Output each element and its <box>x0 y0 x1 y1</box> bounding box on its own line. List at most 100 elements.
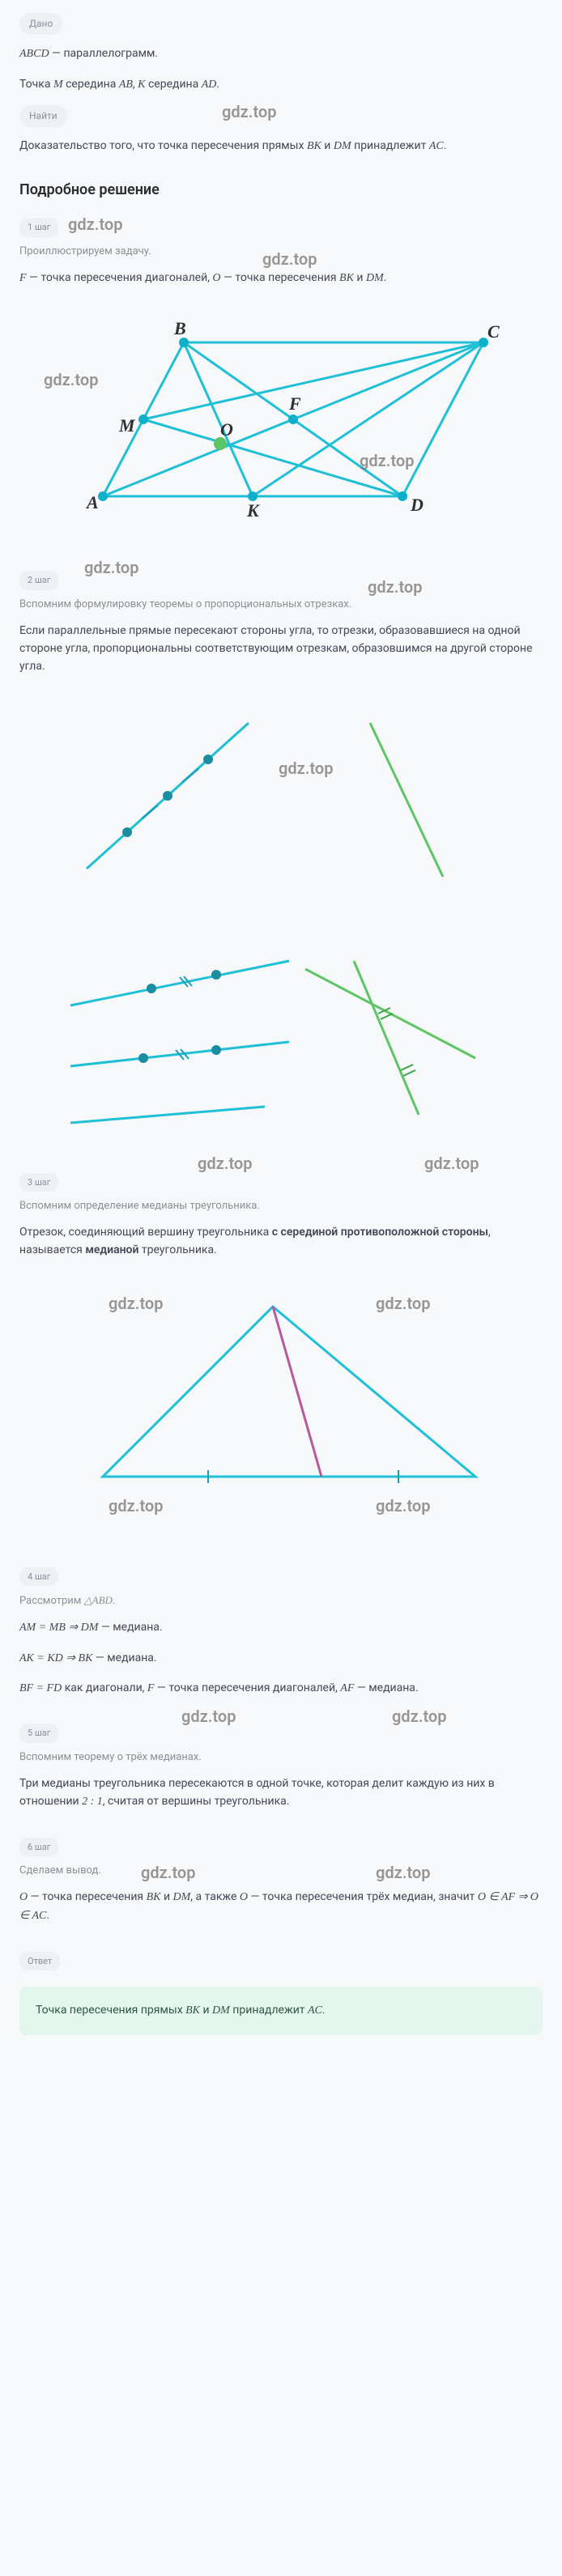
step-4-line-3: BF = FD как диагонали, F — точка пересеч… <box>19 1679 543 1698</box>
label-B: B <box>173 318 186 338</box>
text: , считая от вершины треугольника. <box>103 1795 290 1808</box>
math: O <box>240 1891 248 1903</box>
proportional-diagram-2 <box>19 920 543 1131</box>
math: DM <box>173 1891 191 1903</box>
text-bold: медианой <box>85 1243 138 1256</box>
text: . <box>384 271 387 284</box>
label-K: K <box>246 500 260 521</box>
math: BK <box>339 272 354 284</box>
text: Рассмотрим <box>19 1595 84 1607</box>
watermark: gdz.top <box>392 1703 446 1729</box>
step-6-badge: 6 шаг <box>19 1838 58 1857</box>
step-1-text: F — точка пересечения диагоналей, O — то… <box>19 269 543 287</box>
step-3-intro: Вспомним определение медианы треугольник… <box>19 1198 543 1215</box>
label-O: O <box>220 419 233 440</box>
find-text: Доказательство того, что точка пересечен… <box>19 137 543 155</box>
text: . <box>216 78 219 91</box>
text: — точка пересечения <box>221 271 339 284</box>
triangle-svg <box>46 1282 516 1525</box>
text-bold: с серединой противоположной стороны <box>272 1226 488 1239</box>
math: DM <box>212 2004 230 2017</box>
text: . <box>257 1200 259 1212</box>
text: — точка пересечения трёх медиан, значит <box>248 1890 478 1903</box>
text: — точка пересечения диагоналей, <box>27 271 213 284</box>
text: медианы треугольника <box>142 1200 258 1212</box>
text: — медиана. <box>92 1651 156 1664</box>
text: . <box>113 1595 115 1607</box>
text: — медиана. <box>98 1621 162 1634</box>
math: BK <box>307 140 321 152</box>
text: — точка пересечения диагоналей, <box>154 1681 340 1694</box>
math: △ABD <box>84 1594 113 1606</box>
text: Доказательство того, что точка пересечен… <box>19 139 307 152</box>
step-2-text: Если параллельные прямые пересекают стор… <box>19 622 543 676</box>
math: O <box>19 1891 28 1903</box>
math: O <box>212 272 220 284</box>
watermark: gdz.top <box>84 555 138 580</box>
step-4-intro: Рассмотрим △ABD. <box>19 1592 543 1610</box>
given-line-2: Точка M середина AB, K середина AD. <box>19 75 543 94</box>
math: BK <box>185 2004 200 2017</box>
label-F: F <box>288 393 301 414</box>
step-3-text: Отрезок, соединяющий вершину треугольник… <box>19 1223 543 1260</box>
watermark: gdz.top <box>68 211 122 237</box>
step-1-intro: Проиллюстрируем задачу. <box>19 244 543 261</box>
math: AM = MB ⇒ DM <box>19 1622 98 1634</box>
math: AD <box>202 79 217 91</box>
text: Отрезок, соединяющий вершину треугольник… <box>19 1226 272 1239</box>
text: середина <box>63 78 119 91</box>
math: AC <box>429 140 444 152</box>
label-D: D <box>410 495 424 515</box>
parallelogram-svg: A B C D M K F O <box>54 310 508 529</box>
math: 2 : 1 <box>82 1796 103 1808</box>
text: Вспомним определение <box>19 1200 142 1212</box>
proportional-svg-1 <box>46 699 516 893</box>
text: . <box>444 139 447 152</box>
label-C: C <box>487 321 500 342</box>
step-3-badge: 3 шаг <box>19 1173 58 1192</box>
text: принадлежит <box>230 2004 308 2017</box>
text: , а также <box>190 1890 240 1903</box>
answer-badge: Ответ <box>19 1952 60 1971</box>
triangle-diagram: gdz.top gdz.top gdz.top gdz.top <box>19 1282 543 1525</box>
text: — медиана. <box>354 1681 418 1694</box>
answer-box: Точка пересечения прямых BK и DM принадл… <box>19 1987 543 2034</box>
step-4-badge: 4 шаг <box>19 1567 58 1587</box>
label-M: M <box>118 415 136 436</box>
solution-title: Подробное решение <box>19 179 543 202</box>
math: AF <box>340 1682 354 1694</box>
find-badge: Найти <box>19 105 67 127</box>
label-A: A <box>85 492 99 512</box>
math: M <box>53 79 63 91</box>
math: AB <box>119 79 133 91</box>
proportional-diagram-1: gdz.top <box>19 699 543 893</box>
text: Точка пересечения прямых <box>36 2004 185 2017</box>
watermark: gdz.top <box>181 1703 236 1729</box>
step-2-intro: Вспомним формулировку теоремы о пропорци… <box>19 597 543 614</box>
given-line-1: ABCD — параллелограмм. <box>19 45 543 63</box>
text: треугольника. <box>138 1243 216 1256</box>
watermark: gdz.top <box>222 99 276 125</box>
math: AC <box>308 2004 322 2017</box>
text: и <box>200 2004 212 2017</box>
math: DM <box>334 140 351 152</box>
given-badge: Дано <box>19 13 62 35</box>
math: F <box>19 272 27 284</box>
math: K <box>138 79 145 91</box>
step-6-text: O — точка пересечения BK и DM, а также O… <box>19 1888 543 1926</box>
text: середина <box>146 78 202 91</box>
text: Точка <box>19 78 53 91</box>
text: и <box>354 271 366 284</box>
text: и <box>160 1890 172 1903</box>
text: — точка пересечения <box>28 1890 146 1903</box>
text: и <box>321 139 334 152</box>
text: как диагонали, <box>62 1681 147 1694</box>
watermark: gdz.top <box>198 1150 252 1176</box>
step-4-line-1: AM = MB ⇒ DM — медиана. <box>19 1618 543 1637</box>
text: . <box>322 2004 326 2017</box>
math: AK = KD ⇒ BK <box>19 1652 92 1664</box>
text: принадлежит <box>351 139 429 152</box>
step-6-intro: Сделаем вывод. <box>19 1863 543 1880</box>
step-1-badge: 1 шаг <box>19 218 58 237</box>
step-5-badge: 5 шаг <box>19 1724 58 1743</box>
